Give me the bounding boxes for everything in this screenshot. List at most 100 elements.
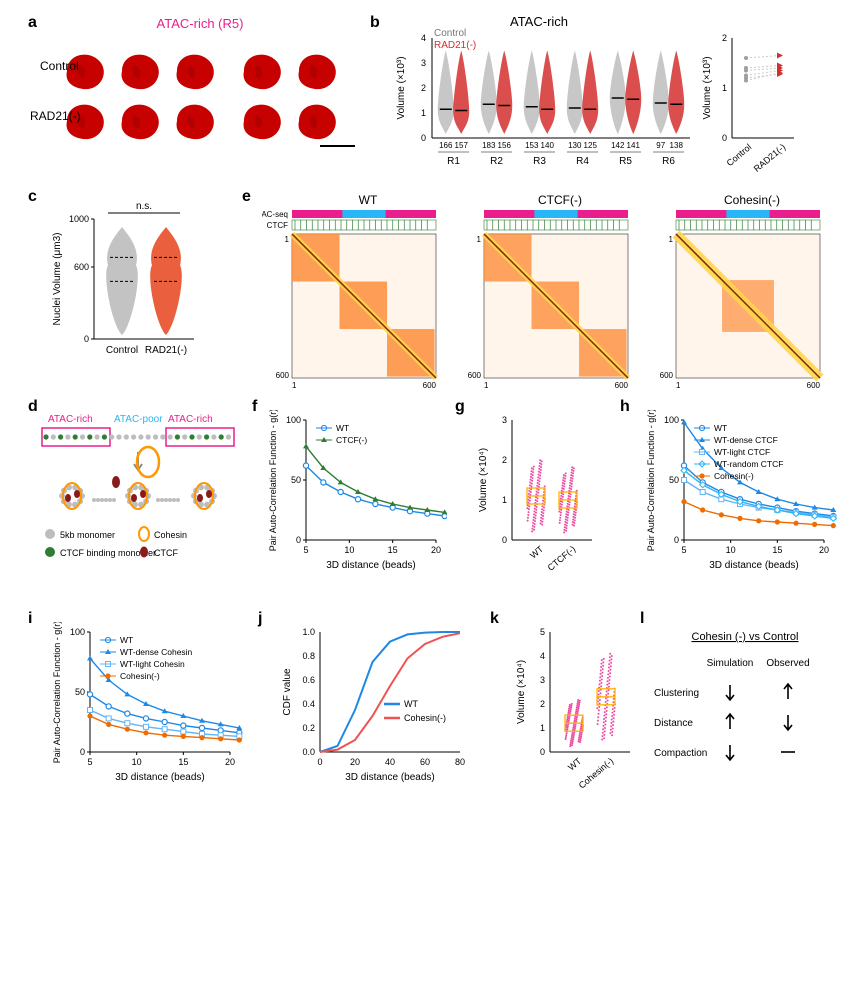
svg-text:WT: WT [404,699,418,709]
svg-text:3: 3 [421,58,426,68]
svg-text:RAD21(-): RAD21(-) [145,345,187,356]
svg-text:40: 40 [385,757,395,767]
svg-text:0.8: 0.8 [302,651,315,661]
svg-text:15: 15 [388,545,398,555]
svg-text:50: 50 [291,475,301,485]
svg-text:0: 0 [722,133,727,143]
svg-text:0: 0 [296,535,301,545]
svg-text:1: 1 [477,235,482,244]
svg-text:0: 0 [421,133,426,143]
svg-text:3D distance (beads): 3D distance (beads) [709,560,799,571]
svg-text:Cohesin(-): Cohesin(-) [120,671,160,681]
svg-text:CTCF: CTCF [154,548,178,558]
svg-text:80: 80 [455,757,465,767]
svg-text:0.6: 0.6 [302,675,315,685]
svg-text:3: 3 [540,675,545,685]
svg-text:600: 600 [807,381,821,390]
svg-text:4: 4 [540,651,545,661]
svg-text:600: 600 [468,371,482,380]
svg-text:CTCF(-): CTCF(-) [538,193,582,207]
svg-text:125: 125 [584,141,598,150]
svg-text:WT-light Cohesin: WT-light Cohesin [120,659,185,669]
svg-text:Pair Auto-Correlation Function: Pair Auto-Correlation Function - g(r) [646,410,656,551]
panel-c-label: c [28,188,37,206]
svg-text:183: 183 [482,141,496,150]
panel-l: Cohesin (-) vs ControlSimulationObserved… [650,626,840,806]
svg-text:2: 2 [722,33,727,43]
panel-b-violins: ControlRAD21(-)01234Volume (×10³)166157R… [390,24,700,184]
panel-a-blobs [50,31,370,151]
panel-c: 06001000Nuclei Volume (μm3)n.s.ControlRA… [46,195,216,375]
svg-text:100: 100 [664,415,679,425]
svg-text:50: 50 [669,475,679,485]
panel-b-label: b [370,14,380,32]
svg-text:0: 0 [84,334,89,344]
panel-b-right: 012Volume (×10³)ControlRAD21(-) [698,24,828,184]
panel-i: 51015200501003D distance (beads)Pair Aut… [44,622,244,802]
svg-text:600: 600 [74,262,89,272]
svg-text:1: 1 [502,495,507,505]
svg-text:CTCF: CTCF [267,221,288,230]
svg-text:1: 1 [722,83,727,93]
svg-text:100: 100 [70,627,85,637]
svg-text:n.s.: n.s. [136,201,152,212]
svg-text:R5: R5 [619,156,632,167]
svg-text:WT-dense CTCF: WT-dense CTCF [714,435,778,445]
svg-text:2: 2 [421,83,426,93]
svg-text:Volume (×10³): Volume (×10³) [396,56,407,119]
svg-text:5: 5 [681,545,686,555]
svg-text:Control: Control [434,28,466,39]
svg-text:Observed: Observed [766,658,809,669]
panel-h-label: h [620,398,630,416]
svg-text:Compaction: Compaction [654,748,707,759]
svg-text:3D distance (beads): 3D distance (beads) [115,772,205,783]
svg-text:ATAC-rich: ATAC-rich [48,414,93,425]
svg-text:1: 1 [292,381,297,390]
svg-text:20: 20 [819,545,829,555]
svg-text:WT: WT [359,193,378,207]
svg-text:2: 2 [502,455,507,465]
svg-text:0.4: 0.4 [302,699,315,709]
panel-a-row0: Control [40,59,79,73]
svg-text:2: 2 [540,699,545,709]
svg-text:3D distance (beads): 3D distance (beads) [345,772,435,783]
svg-text:20: 20 [431,545,441,555]
panel-d-label: d [28,398,38,416]
svg-text:600: 600 [423,381,437,390]
svg-text:1.0: 1.0 [302,627,315,637]
svg-text:5: 5 [303,545,308,555]
svg-text:10: 10 [344,545,354,555]
svg-text:R2: R2 [490,156,503,167]
svg-text:ATAC-rich: ATAC-rich [168,414,213,425]
svg-text:Cohesin: Cohesin [154,530,187,540]
svg-text:15: 15 [772,545,782,555]
panel-j: 0204060800.00.20.40.60.81.03D distance (… [278,622,478,802]
svg-text:3D distance (beads): 3D distance (beads) [326,560,416,571]
svg-text:5: 5 [87,757,92,767]
svg-text:0: 0 [80,747,85,757]
panel-f-label: f [252,398,257,416]
svg-text:15: 15 [178,757,188,767]
panel-f: 51015200501003D distance (beads)Pair Aut… [262,410,447,590]
svg-text:WT: WT [528,544,546,561]
svg-text:R4: R4 [576,156,589,167]
svg-text:141: 141 [627,141,641,150]
panel-a-label: a [28,14,37,32]
svg-text:Simulation: Simulation [707,658,754,669]
panel-k-label: k [490,610,499,628]
svg-text:157: 157 [455,141,469,150]
panel-k: 012345Volume (×10⁴)WTCohesin(-) [508,622,638,802]
panel-a-title: ATAC-rich (R5) [50,16,350,31]
svg-text:WT-random CTCF: WT-random CTCF [714,459,783,469]
svg-text:97: 97 [656,141,665,150]
svg-text:Cohesin(-): Cohesin(-) [577,756,616,791]
svg-text:60: 60 [420,757,430,767]
panel-d: ATAC-richATAC-poorATAC-rich5kb monomerCT… [38,410,238,590]
panel-j-label: j [258,610,262,628]
svg-text:5: 5 [540,627,545,637]
svg-text:0.2: 0.2 [302,723,315,733]
svg-text:4: 4 [421,33,426,43]
svg-text:Control: Control [725,142,754,168]
svg-text:R1: R1 [447,156,460,167]
svg-text:166: 166 [439,141,453,150]
